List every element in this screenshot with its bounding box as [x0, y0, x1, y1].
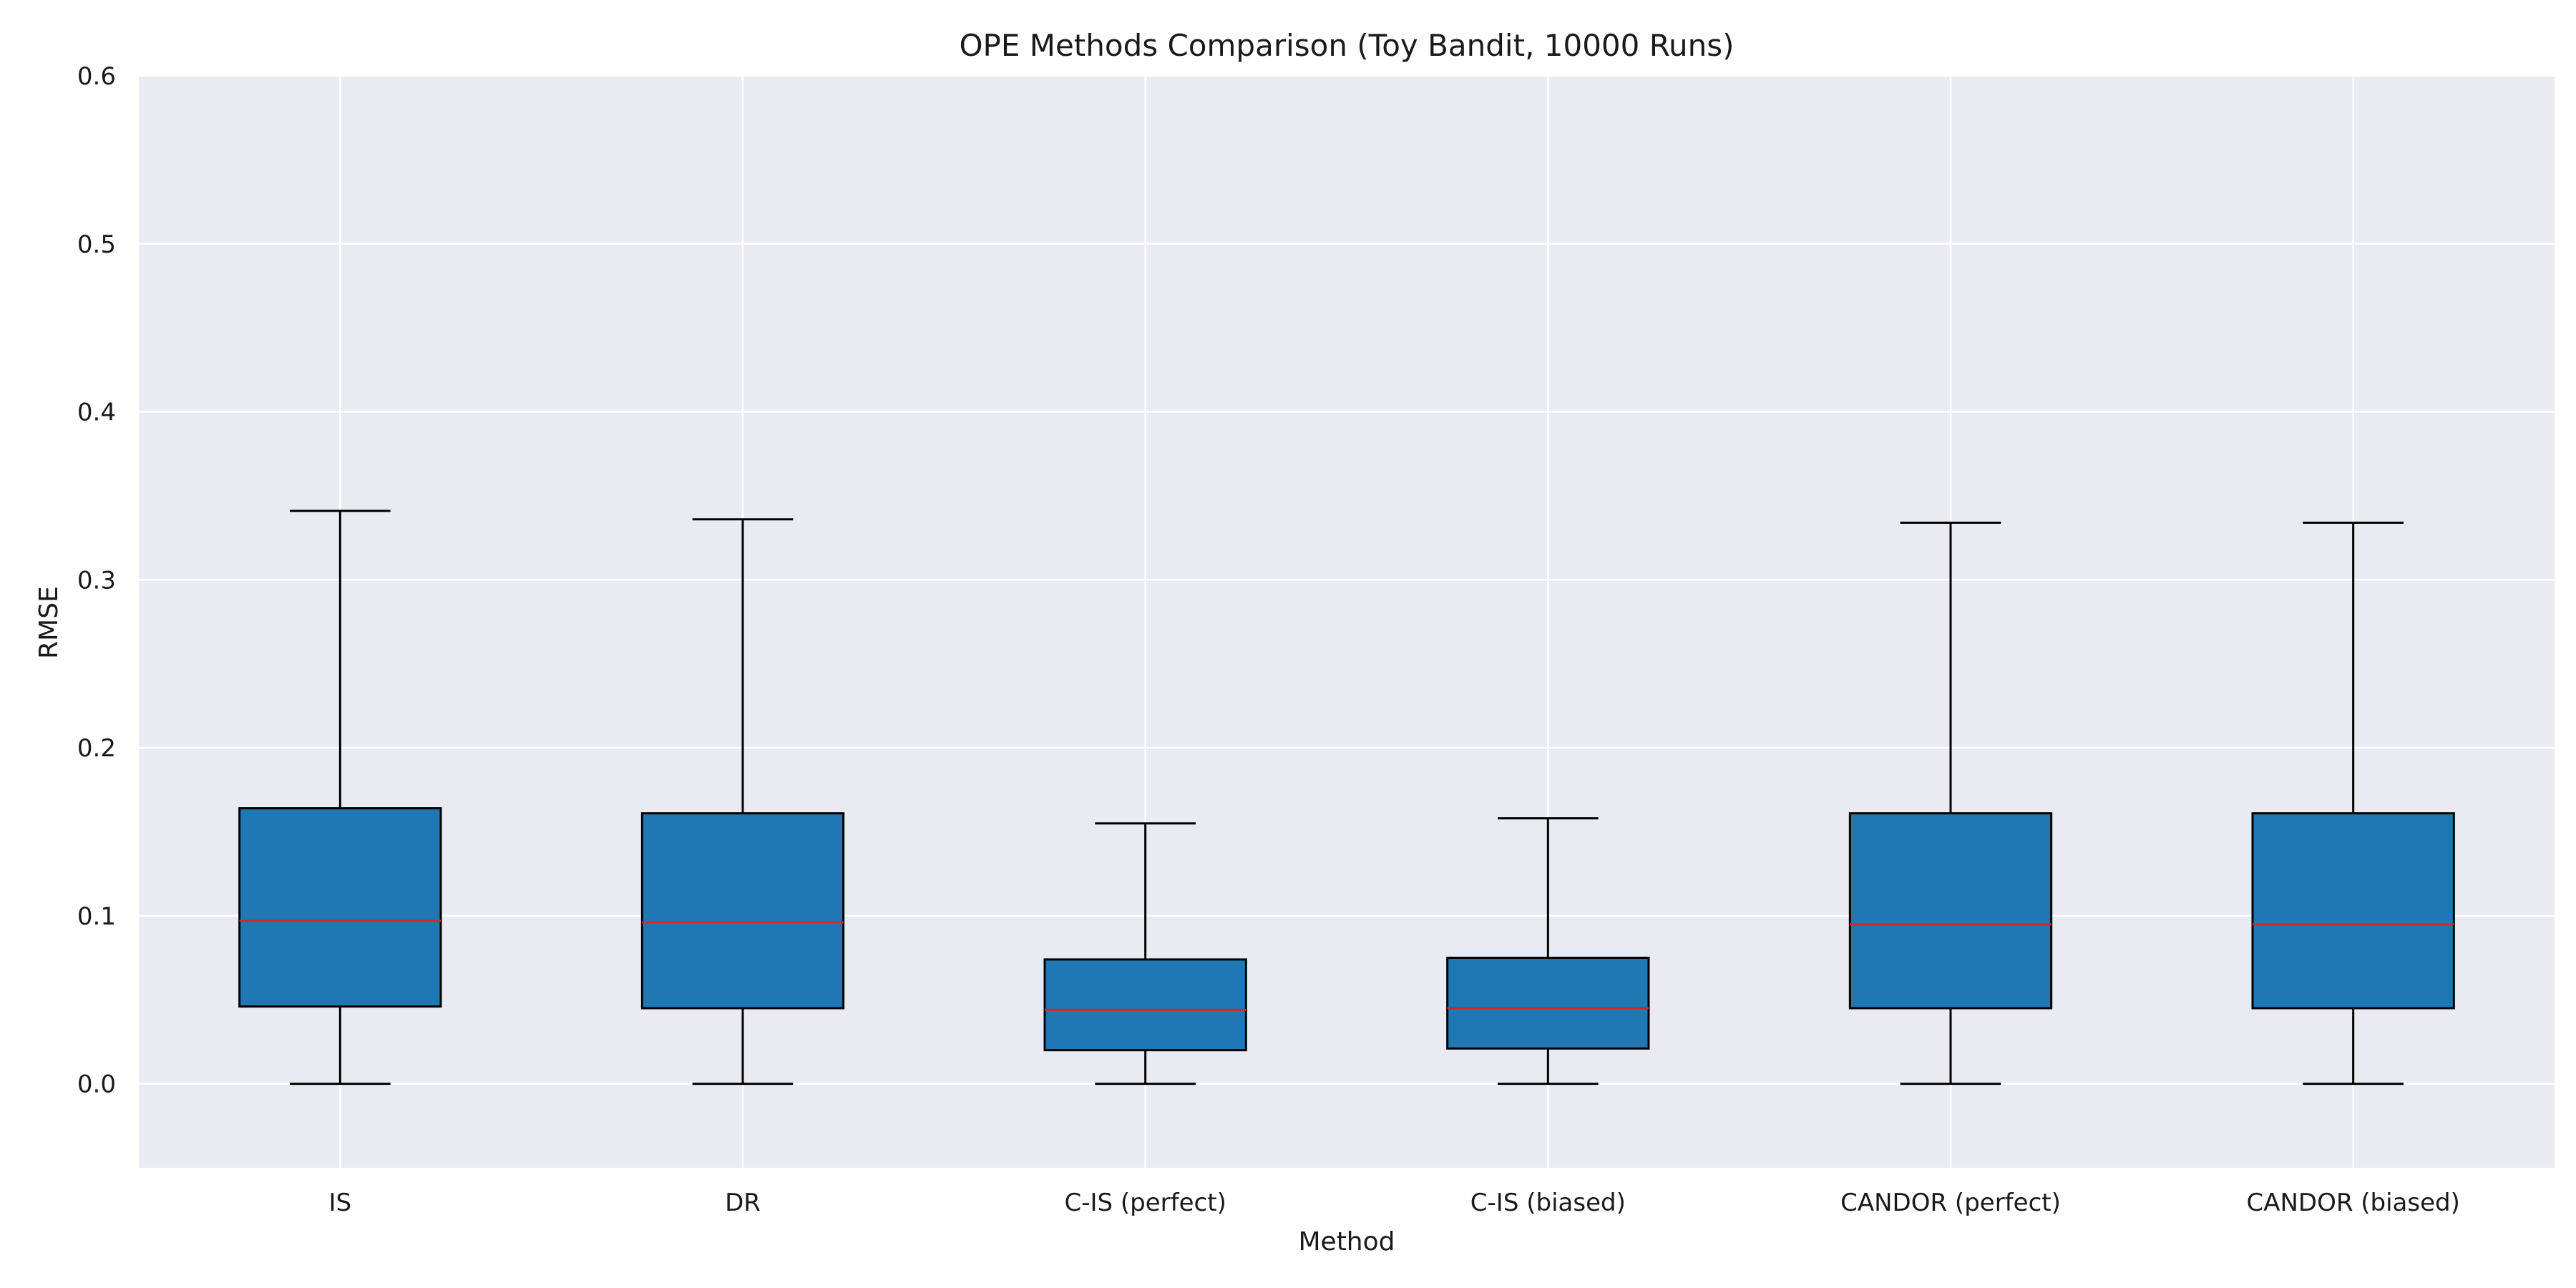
x-tick-label: IS [329, 1189, 352, 1217]
y-tick-label: 0.6 [77, 62, 116, 91]
x-ticks: IS DR C-IS (perfect) C-IS (biased) CANDOR (p… [329, 1189, 2460, 1217]
y-tick-label: 0.3 [77, 566, 116, 595]
y-tick-label: 0.5 [77, 230, 116, 259]
x-tick-label: C-IS (perfect) [1064, 1189, 1226, 1217]
y-tick-label: 0.1 [77, 902, 116, 931]
x-axis-label: Method [1298, 1227, 1395, 1257]
x-tick-label: C-IS (biased) [1470, 1189, 1626, 1217]
boxes [238, 509, 2455, 1085]
box-plot [1848, 521, 2053, 1085]
y-tick-label: 0.2 [77, 734, 116, 763]
box-iqr [640, 812, 845, 1010]
y-tick-label: 0.0 [77, 1070, 116, 1099]
y-axis-label: RMSE [34, 586, 64, 659]
box-iqr [2251, 812, 2455, 1010]
y-tick-label: 0.4 [77, 399, 116, 427]
x-tick-label: CANDOR (perfect) [1840, 1189, 2061, 1217]
box-iqr [1848, 812, 2053, 1010]
box-iqr [1446, 957, 1650, 1050]
box-plot [1043, 822, 1247, 1085]
box-iqr [1043, 958, 1247, 1052]
x-tick-label: DR [725, 1189, 761, 1217]
x-tick-label: CANDOR (biased) [2246, 1189, 2459, 1217]
y-ticks: 0.0 0.1 0.2 0.3 0.4 0.5 0.6 [77, 62, 116, 1099]
box-plot [640, 518, 845, 1085]
plot-area [139, 76, 2555, 1168]
box-plot [2251, 521, 2455, 1085]
box-plot [1446, 817, 1650, 1085]
chart-title: OPE Methods Comparison (Toy Bandit, 1000… [959, 28, 1734, 63]
box-plot [238, 509, 442, 1085]
box-iqr [238, 807, 442, 1008]
